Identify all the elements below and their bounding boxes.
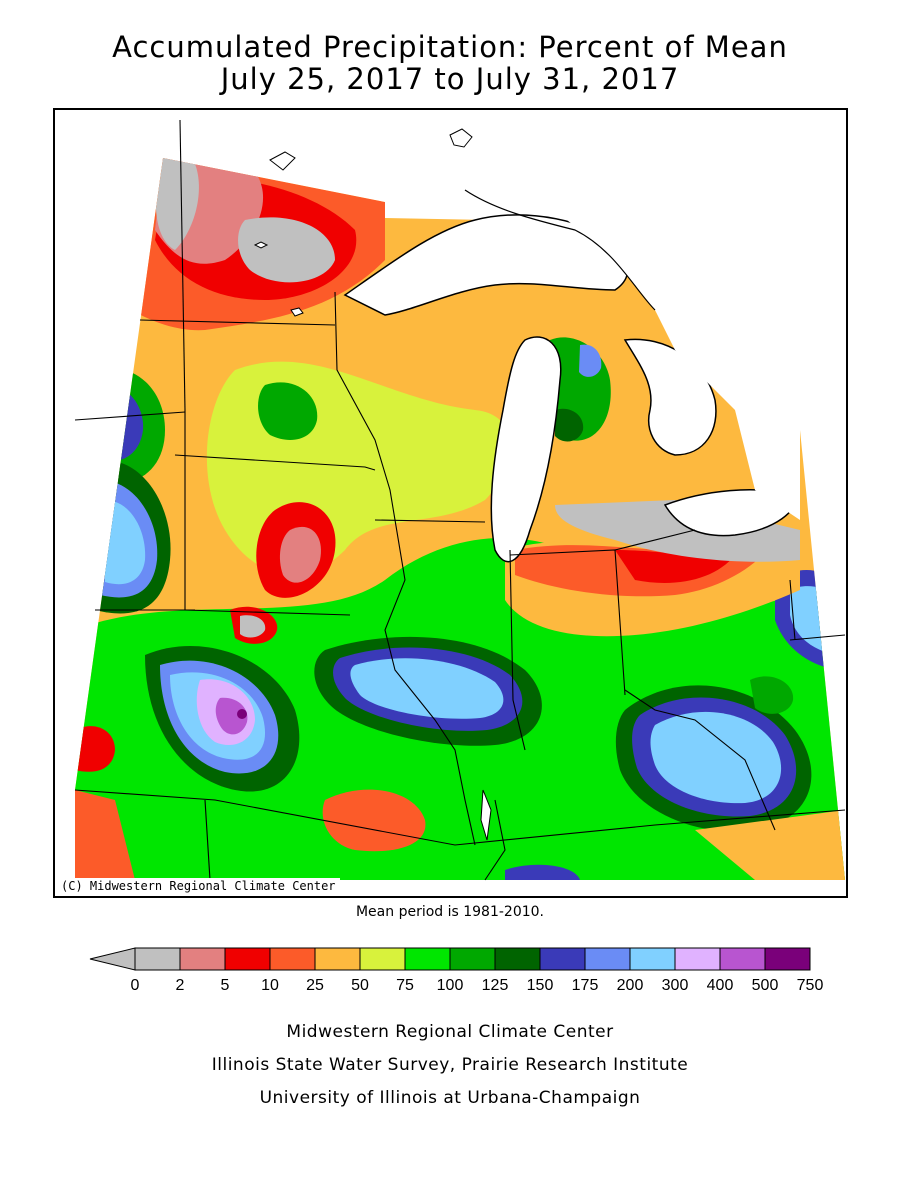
great-lakes [343,214,797,563]
precipitation-map: (C) Midwestern Regional Climate Center [53,108,848,898]
legend-color-box [764,947,811,971]
legend-tick-label: 0 [131,977,140,994]
outside-domain [395,160,800,520]
legend-tick-label: 75 [396,977,414,994]
footer-line-1: Midwestern Regional Climate Center [286,1022,614,1042]
map-credit: (C) Midwestern Regional Climate Center [57,878,340,894]
legend-tick-label: 50 [351,977,369,994]
legend-tick-label: 100 [437,977,464,994]
state-boundaries [74,119,846,881]
legend-tick-label: 175 [572,977,599,994]
legend-tick-label: 125 [482,977,509,994]
legend-color-box [404,947,451,971]
legend-tick-label: 300 [662,977,689,994]
legend-color-box [134,947,181,971]
legend-color-box [269,947,316,971]
map-canvas [74,119,846,881]
lake-michigan [490,336,562,563]
footer-line-2: Illinois State Water Survey, Prairie Res… [211,1055,689,1075]
legend-tick-label: 500 [752,977,779,994]
legend-color-box [539,947,586,971]
legend-color-box [719,947,766,971]
legend-tick-label: 2 [176,977,185,994]
mean-period-note: Mean period is 1981-2010. [355,904,545,920]
color-legend: 0 2 5 10 25 50 75 100 125 150 175 200 300 400 500 750 [89,947,824,994]
legend-tick-label: 5 [221,977,230,994]
legend-color-box [359,947,406,971]
legend-tick-label: 150 [527,977,554,994]
legend-tick-label: 200 [617,977,644,994]
legend-color-box [179,947,226,971]
legend-color-box [224,947,271,971]
legend-underflow-triangle [89,947,136,971]
legend-color-box [494,947,541,971]
islands [253,128,492,841]
lake-erie [663,489,797,537]
legend-tick-label: 750 [797,977,824,994]
legend-tick-label: 25 [306,977,324,994]
legend-color-box [674,947,721,971]
legend-color-box [584,947,631,971]
legend-color-box [314,947,361,971]
footer-line-3: University of Illinois at Urbana-Champai… [259,1088,641,1108]
legend-color-box [629,947,676,971]
map-title-line-2: July 25, 2017 to July 31, 2017 [220,62,680,96]
map-title-line-1: Accumulated Precipitation: Percent of Me… [112,30,788,64]
legend-color-box [449,947,496,971]
legend-tick-label: 10 [261,977,279,994]
legend-tick-label: 400 [707,977,734,994]
